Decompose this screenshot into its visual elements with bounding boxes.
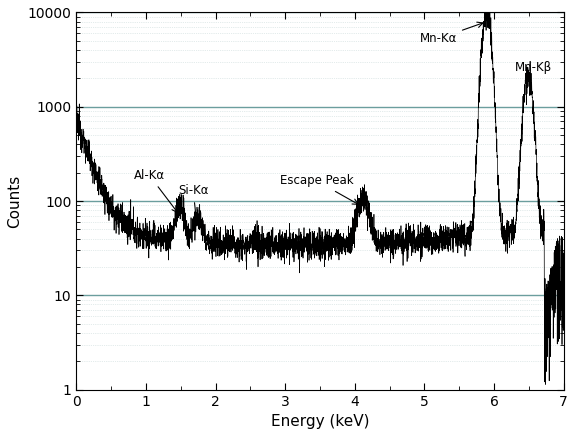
X-axis label: Energy (keV): Energy (keV) [271, 414, 369, 429]
Text: Si-Kα: Si-Kα [178, 184, 209, 225]
Text: Escape Peak: Escape Peak [279, 174, 358, 204]
Text: Mn-Kα: Mn-Kα [420, 22, 483, 45]
Y-axis label: Counts: Counts [7, 174, 22, 228]
Text: Al-Kα: Al-Kα [134, 169, 178, 212]
Text: Mn-Kβ: Mn-Kβ [515, 61, 552, 74]
